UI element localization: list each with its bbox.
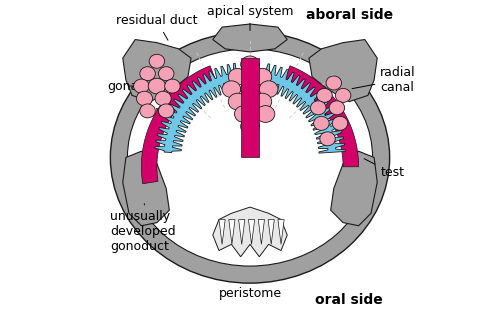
Text: peristome: peristome xyxy=(218,288,282,300)
Polygon shape xyxy=(155,63,239,153)
Polygon shape xyxy=(213,207,287,257)
Ellipse shape xyxy=(316,89,332,102)
Polygon shape xyxy=(123,151,170,226)
Polygon shape xyxy=(229,219,235,244)
Ellipse shape xyxy=(222,81,240,98)
Ellipse shape xyxy=(234,106,253,122)
Text: test: test xyxy=(364,159,405,180)
Ellipse shape xyxy=(314,116,329,130)
Polygon shape xyxy=(330,151,377,226)
Polygon shape xyxy=(219,219,225,244)
Ellipse shape xyxy=(155,91,171,106)
Ellipse shape xyxy=(148,78,166,94)
Polygon shape xyxy=(248,219,254,244)
Ellipse shape xyxy=(140,104,156,118)
Text: aboral side: aboral side xyxy=(306,8,393,22)
Polygon shape xyxy=(123,40,191,102)
Ellipse shape xyxy=(140,67,156,81)
Ellipse shape xyxy=(158,104,174,118)
Ellipse shape xyxy=(164,79,180,93)
Ellipse shape xyxy=(128,49,372,266)
Ellipse shape xyxy=(336,89,351,102)
Ellipse shape xyxy=(253,68,272,85)
Text: apical system: apical system xyxy=(207,5,293,30)
Ellipse shape xyxy=(253,93,272,110)
Ellipse shape xyxy=(149,54,164,68)
Ellipse shape xyxy=(256,106,275,122)
Ellipse shape xyxy=(134,79,149,93)
Ellipse shape xyxy=(310,101,326,115)
Polygon shape xyxy=(240,58,260,157)
Ellipse shape xyxy=(240,56,260,73)
Ellipse shape xyxy=(320,132,336,146)
Text: V: V xyxy=(155,108,165,123)
Ellipse shape xyxy=(240,118,260,135)
Polygon shape xyxy=(278,219,284,244)
Ellipse shape xyxy=(332,116,347,130)
Ellipse shape xyxy=(260,81,278,98)
Polygon shape xyxy=(268,219,274,244)
Ellipse shape xyxy=(326,76,342,90)
Text: oral side: oral side xyxy=(316,293,383,307)
Text: gonad: gonad xyxy=(108,79,146,93)
Text: unusually
developed
gonoduct: unusually developed gonoduct xyxy=(110,204,176,253)
Polygon shape xyxy=(309,40,377,102)
Text: III: III xyxy=(314,111,328,126)
Ellipse shape xyxy=(228,68,247,85)
Ellipse shape xyxy=(228,93,247,110)
Ellipse shape xyxy=(329,101,344,115)
Polygon shape xyxy=(142,66,216,184)
Polygon shape xyxy=(262,64,345,153)
Text: residual duct: residual duct xyxy=(116,14,198,40)
Ellipse shape xyxy=(158,67,174,81)
Polygon shape xyxy=(213,24,287,52)
Polygon shape xyxy=(238,219,245,244)
Ellipse shape xyxy=(240,81,260,98)
Polygon shape xyxy=(258,219,264,244)
Ellipse shape xyxy=(136,91,152,106)
Ellipse shape xyxy=(110,32,390,283)
Text: IV: IV xyxy=(235,105,250,120)
Text: radial
canal: radial canal xyxy=(352,66,416,94)
Polygon shape xyxy=(284,66,358,167)
